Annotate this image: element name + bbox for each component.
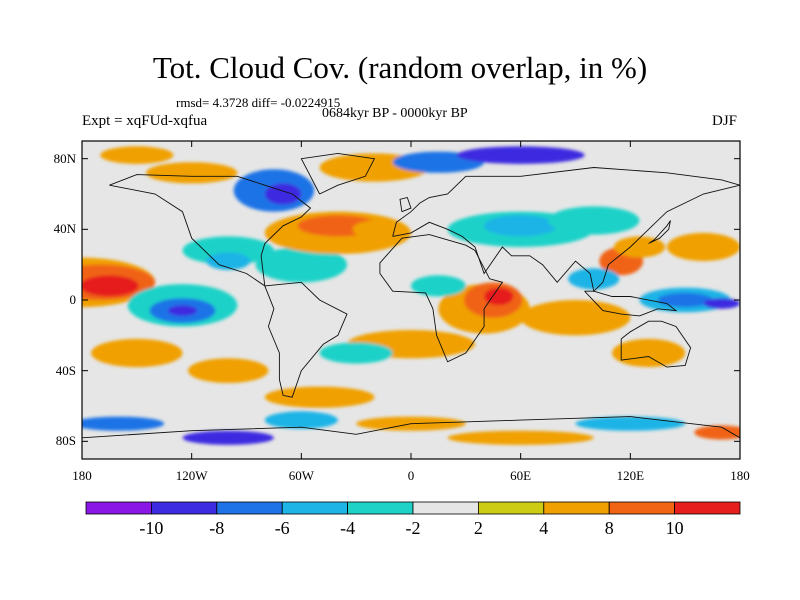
coastline xyxy=(392,167,740,293)
anomaly-patch xyxy=(612,338,686,368)
coastline xyxy=(264,281,348,398)
anomaly-patch xyxy=(319,342,393,364)
colorbar-label: 10 xyxy=(665,518,684,538)
coastline xyxy=(399,196,412,213)
anomaly-patch xyxy=(82,416,165,431)
anomaly-patch xyxy=(82,275,139,297)
colorbar-segment xyxy=(281,501,349,515)
colorbar-label: 4 xyxy=(539,518,549,538)
anomaly-patch xyxy=(568,268,620,290)
anomaly-patch xyxy=(91,338,183,368)
lon-tick-label: 180 xyxy=(730,468,750,483)
lon-tick-label: 0 xyxy=(407,468,415,483)
anomaly-patch xyxy=(484,215,558,237)
colorbar-segment xyxy=(608,501,676,515)
colorbar-segment xyxy=(477,501,545,515)
colorbar-segment xyxy=(150,501,218,515)
anomaly-patch xyxy=(264,183,302,205)
anomaly-patch xyxy=(145,162,238,184)
lon-tick-label: 60W xyxy=(288,468,314,483)
anomaly-patch xyxy=(352,220,397,239)
field-layer xyxy=(82,141,740,459)
anomaly-patch xyxy=(182,236,274,265)
colorbar-segment xyxy=(543,501,610,515)
colorbar-segment xyxy=(216,501,283,515)
anomaly-patch xyxy=(182,430,274,445)
anomaly-patch xyxy=(694,425,740,440)
colorbar-label: -10 xyxy=(139,518,164,538)
coastline xyxy=(82,416,740,439)
colorbar xyxy=(85,501,741,515)
coastline xyxy=(109,174,312,287)
lon-tick-label: 120W xyxy=(175,468,208,483)
season-label: DJF xyxy=(712,113,738,129)
lat-tick-label: 80N xyxy=(53,150,76,166)
coastline xyxy=(300,152,376,195)
anomaly-patch xyxy=(264,386,375,408)
colorbar-label: -8 xyxy=(209,518,225,538)
anomaly-patch xyxy=(520,300,631,336)
anomaly-patch xyxy=(657,292,713,308)
anomaly-patch xyxy=(548,206,640,235)
lon-tick-label: 60E xyxy=(510,468,532,483)
anomaly-patch xyxy=(575,416,686,431)
coastline xyxy=(379,234,504,363)
colorbar-label: 8 xyxy=(604,518,614,538)
map-title: Tot. Cloud Cov. (random overlap, in %) xyxy=(152,50,648,85)
anomaly-contours xyxy=(82,146,740,445)
lat-tick-label: 40S xyxy=(55,362,76,378)
anomaly-patch xyxy=(255,246,348,283)
coastline xyxy=(620,320,692,368)
anomaly-patch xyxy=(100,146,174,164)
rmsd-diff-stats: rmsd= 4.3728 diff= -0.0224915 xyxy=(176,95,341,110)
experiment-label: Expt = xqFUd-xqfua xyxy=(82,113,208,129)
colorbar-segment xyxy=(85,501,152,515)
anomaly-patch xyxy=(666,232,740,262)
colorbar-label: 2 xyxy=(473,518,483,538)
anomaly-patch xyxy=(167,305,198,316)
anomaly-patch xyxy=(206,252,251,270)
time-period: 0684kyr BP - 0000kyr BP xyxy=(322,106,468,121)
anomaly-patch xyxy=(484,287,514,306)
colorbar-label: -2 xyxy=(405,518,421,538)
anomaly-patch xyxy=(188,358,269,384)
lat-tick-label: 0 xyxy=(69,292,77,307)
coastline xyxy=(584,290,678,317)
coastline xyxy=(648,220,671,244)
colorbar-segment xyxy=(347,501,414,515)
lat-tick-label: 80S xyxy=(55,433,76,449)
colorbar-label: -4 xyxy=(340,518,356,538)
anomaly-patch xyxy=(703,298,740,309)
lat-tick-label: 40N xyxy=(53,221,76,237)
lon-tick-label: 180 xyxy=(72,468,92,483)
lon-tick-label: 120E xyxy=(616,468,645,483)
anomaly-patch xyxy=(447,430,594,445)
colorbar-label: -6 xyxy=(274,518,290,538)
anomaly-patch xyxy=(456,146,585,164)
axis-ticks xyxy=(81,141,741,459)
colorbar-segment xyxy=(412,501,479,515)
colorbar-segment xyxy=(674,501,741,515)
anomaly-patch xyxy=(264,411,338,429)
anomaly-patch xyxy=(411,275,466,297)
coastlines xyxy=(82,152,740,439)
